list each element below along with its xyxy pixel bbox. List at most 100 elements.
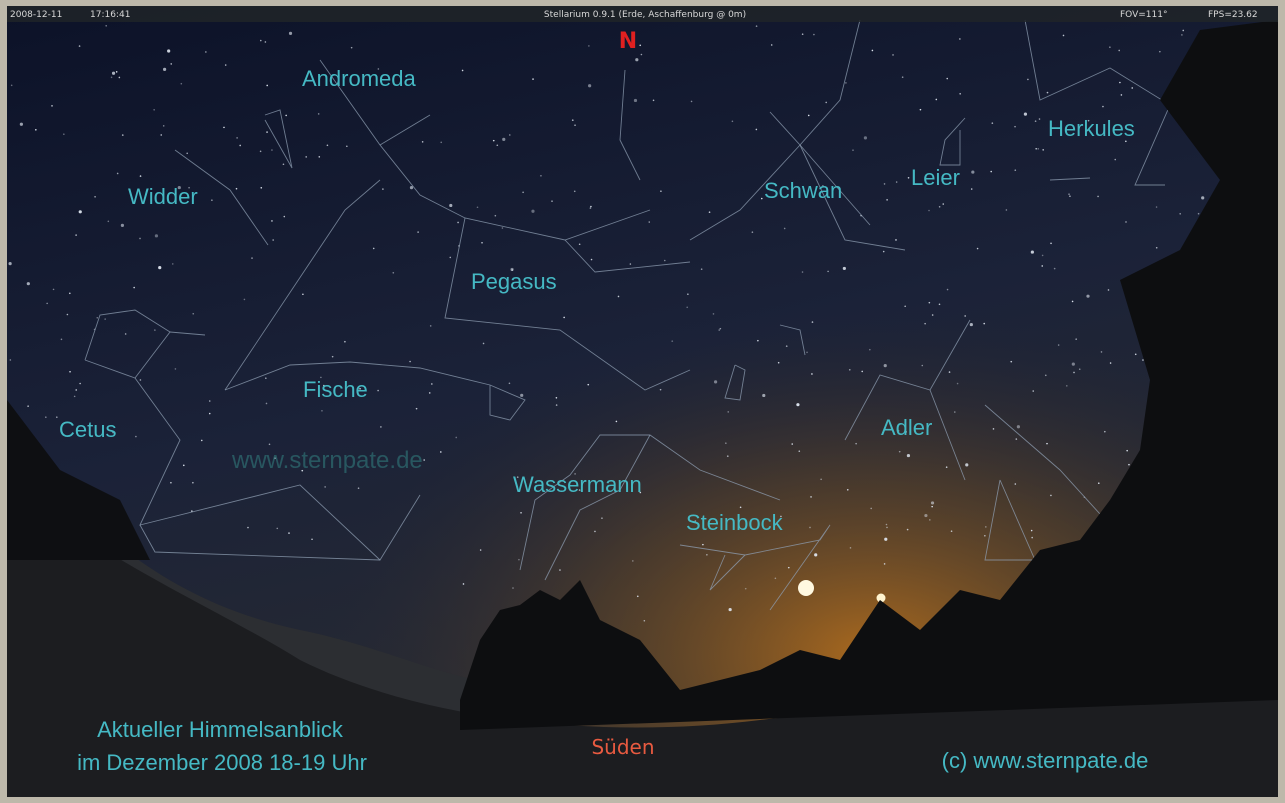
star [61,339,63,341]
star [108,221,110,223]
star [954,411,956,413]
star [907,454,910,457]
star [639,44,641,46]
star [94,196,96,198]
star [762,394,765,397]
star [786,345,788,347]
star [520,512,522,514]
star [167,49,170,52]
star [53,289,55,291]
star [96,317,98,319]
app-title: Stellarium 0.9.1 (Erde, Aschaffenburg @ … [544,10,746,20]
star [276,528,278,530]
north-marker: N [619,29,637,54]
star [119,77,121,79]
star [1031,530,1033,532]
star [201,440,203,442]
star [1072,363,1075,366]
star [1032,390,1034,392]
fov: FOV=111° [1120,10,1167,20]
copyright: (c) www.sternpate.de [942,748,1149,773]
star [971,188,973,190]
star [1156,206,1158,208]
star [579,243,581,245]
star [572,119,574,121]
star [660,190,662,192]
star [481,242,483,244]
star [845,82,847,84]
star [1035,148,1037,150]
star [1097,196,1099,198]
star [920,109,922,111]
star [827,271,829,273]
star [422,141,424,143]
constellation-label: Widder [128,184,198,209]
star [590,206,592,208]
star [895,239,897,241]
star [1101,351,1103,353]
star [985,526,987,528]
star [79,210,82,213]
star [932,314,934,316]
star [260,40,262,42]
star [75,234,77,236]
star [771,44,773,46]
star [27,282,30,285]
star [718,329,720,331]
star [1050,495,1052,497]
star [1079,368,1081,370]
star [477,206,479,208]
star [496,144,498,146]
star [590,207,592,209]
star [971,170,974,173]
constellation-label: Schwan [764,178,842,203]
star [811,373,813,375]
star [809,527,811,529]
star [732,120,734,122]
star [266,131,268,133]
fps: FPS=23.62 [1208,10,1258,20]
star [714,380,717,383]
star [574,190,576,192]
star [260,187,262,189]
star [209,400,211,402]
star [1015,438,1017,440]
star [133,287,135,289]
star [563,317,565,319]
star [884,538,887,541]
star [798,450,800,452]
star [1118,50,1120,52]
constellation-label: Fische [303,377,368,402]
star [1031,537,1033,539]
star [637,595,639,597]
star [1046,443,1048,445]
star [1047,92,1049,94]
star [713,313,715,315]
star [939,206,941,208]
star [1006,209,1008,211]
star [1142,359,1144,361]
planet [798,580,814,596]
star [423,459,425,461]
star [1108,289,1110,291]
star [756,129,758,131]
star [959,38,961,40]
star [1135,353,1137,355]
star [757,340,759,342]
star [236,137,238,139]
star [936,99,938,101]
star [1035,120,1037,122]
star [1014,126,1016,128]
star [727,455,729,457]
south-marker: Süden [591,735,654,759]
star [702,544,704,546]
star [630,263,632,265]
star [588,84,591,87]
star [843,267,846,270]
star [135,436,137,438]
star [852,149,854,151]
star [939,303,941,305]
star [671,340,673,342]
star [892,54,894,56]
star [1109,46,1111,48]
